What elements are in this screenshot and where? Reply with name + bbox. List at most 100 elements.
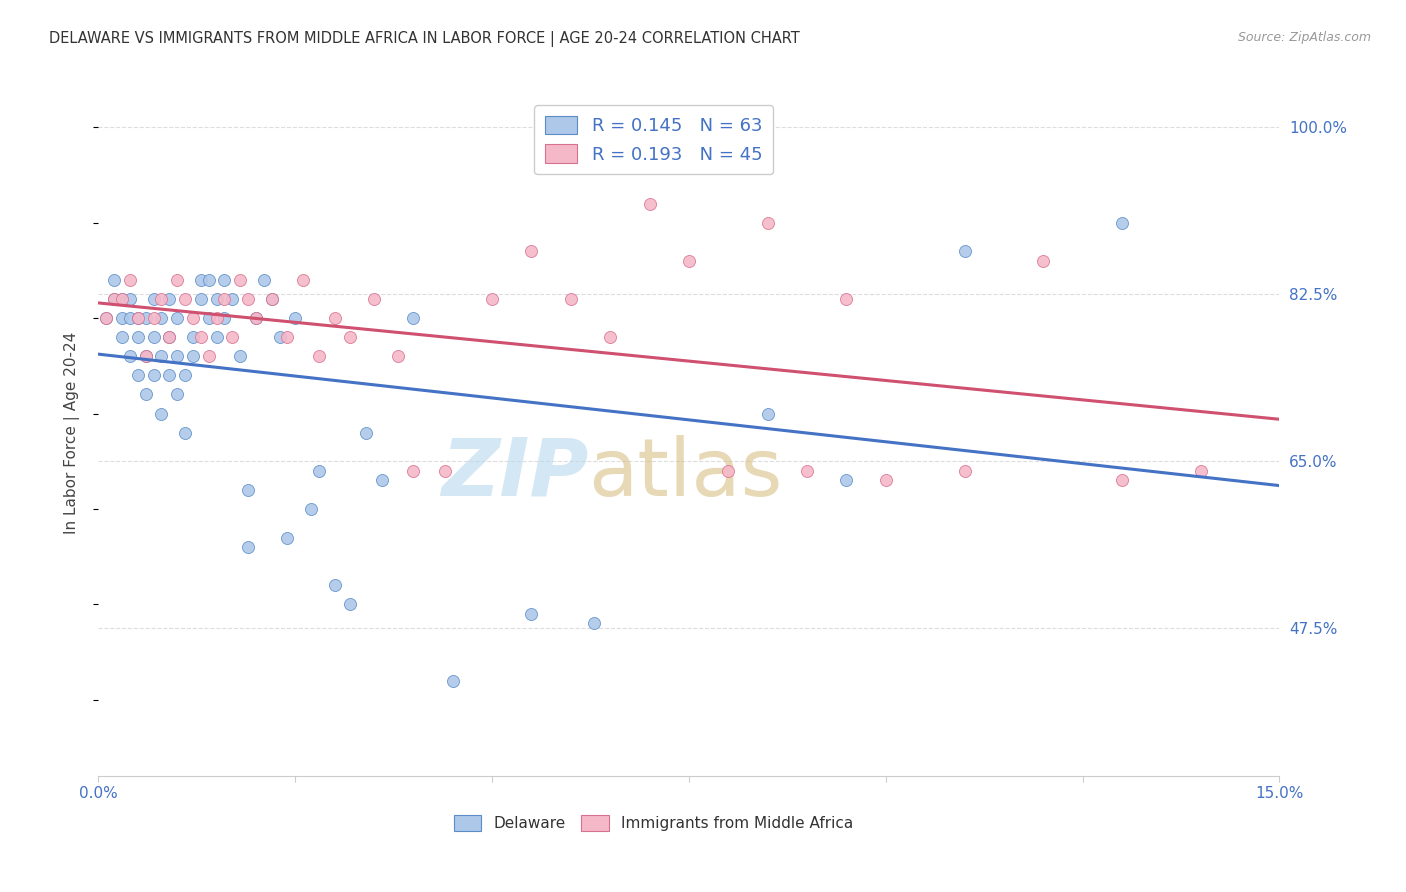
- Point: [157, 330, 180, 344]
- Point: [166, 311, 188, 326]
- Point: [245, 311, 267, 326]
- Point: [560, 292, 582, 306]
- Point: [150, 349, 173, 363]
- Point: [96, 311, 118, 326]
- Point: [118, 292, 141, 306]
- Point: [433, 464, 456, 478]
- Point: [127, 330, 149, 344]
- Point: [229, 273, 252, 287]
- Point: [796, 464, 818, 478]
- Point: [284, 311, 307, 326]
- Point: [157, 330, 180, 344]
- Point: [229, 349, 252, 363]
- Point: [260, 292, 283, 306]
- Point: [190, 273, 212, 287]
- Point: [339, 330, 361, 344]
- Point: [150, 407, 173, 421]
- Point: [717, 464, 740, 478]
- Point: [276, 531, 298, 545]
- Point: [953, 464, 976, 478]
- Text: ZIP: ZIP: [441, 434, 589, 513]
- Point: [756, 216, 779, 230]
- Point: [276, 330, 298, 344]
- Point: [221, 292, 243, 306]
- Point: [1032, 253, 1054, 268]
- Point: [339, 598, 361, 612]
- Point: [190, 292, 212, 306]
- Point: [308, 349, 330, 363]
- Point: [166, 273, 188, 287]
- Point: [96, 311, 118, 326]
- Point: [135, 387, 157, 401]
- Point: [402, 311, 425, 326]
- Point: [756, 407, 779, 421]
- Point: [103, 292, 125, 306]
- Point: [142, 311, 165, 326]
- Point: [205, 330, 228, 344]
- Point: [111, 311, 134, 326]
- Point: [174, 425, 197, 440]
- Point: [214, 311, 236, 326]
- Point: [197, 349, 219, 363]
- Point: [371, 473, 394, 487]
- Point: [205, 292, 228, 306]
- Point: [174, 292, 197, 306]
- Point: [118, 311, 141, 326]
- Point: [197, 273, 219, 287]
- Point: [323, 311, 346, 326]
- Point: [127, 368, 149, 383]
- Point: [441, 673, 464, 688]
- Point: [111, 330, 134, 344]
- Point: [308, 464, 330, 478]
- Point: [150, 311, 173, 326]
- Point: [260, 292, 283, 306]
- Point: [197, 311, 219, 326]
- Point: [299, 502, 322, 516]
- Point: [253, 273, 276, 287]
- Point: [118, 273, 141, 287]
- Point: [214, 273, 236, 287]
- Point: [142, 330, 165, 344]
- Legend: Delaware, Immigrants from Middle Africa: Delaware, Immigrants from Middle Africa: [447, 809, 859, 837]
- Point: [181, 330, 204, 344]
- Point: [835, 473, 858, 487]
- Point: [953, 244, 976, 259]
- Point: [875, 473, 897, 487]
- Point: [157, 292, 180, 306]
- Point: [111, 292, 134, 306]
- Text: atlas: atlas: [589, 434, 783, 513]
- Y-axis label: In Labor Force | Age 20-24: In Labor Force | Age 20-24: [63, 332, 80, 533]
- Point: [142, 368, 165, 383]
- Point: [1189, 464, 1212, 478]
- Point: [1111, 473, 1133, 487]
- Point: [236, 540, 259, 554]
- Point: [354, 425, 377, 440]
- Point: [583, 616, 606, 631]
- Text: DELAWARE VS IMMIGRANTS FROM MIDDLE AFRICA IN LABOR FORCE | AGE 20-24 CORRELATION: DELAWARE VS IMMIGRANTS FROM MIDDLE AFRIC…: [49, 31, 800, 47]
- Point: [166, 349, 188, 363]
- Point: [323, 578, 346, 592]
- Point: [236, 483, 259, 497]
- Point: [127, 311, 149, 326]
- Point: [221, 330, 243, 344]
- Point: [678, 253, 700, 268]
- Point: [1111, 216, 1133, 230]
- Point: [166, 387, 188, 401]
- Point: [157, 368, 180, 383]
- Point: [520, 244, 543, 259]
- Point: [103, 292, 125, 306]
- Point: [835, 292, 858, 306]
- Point: [150, 292, 173, 306]
- Point: [111, 292, 134, 306]
- Point: [387, 349, 409, 363]
- Point: [142, 292, 165, 306]
- Point: [190, 330, 212, 344]
- Point: [236, 292, 259, 306]
- Point: [245, 311, 267, 326]
- Point: [135, 349, 157, 363]
- Point: [181, 349, 204, 363]
- Point: [103, 273, 125, 287]
- Point: [135, 311, 157, 326]
- Point: [269, 330, 291, 344]
- Point: [174, 368, 197, 383]
